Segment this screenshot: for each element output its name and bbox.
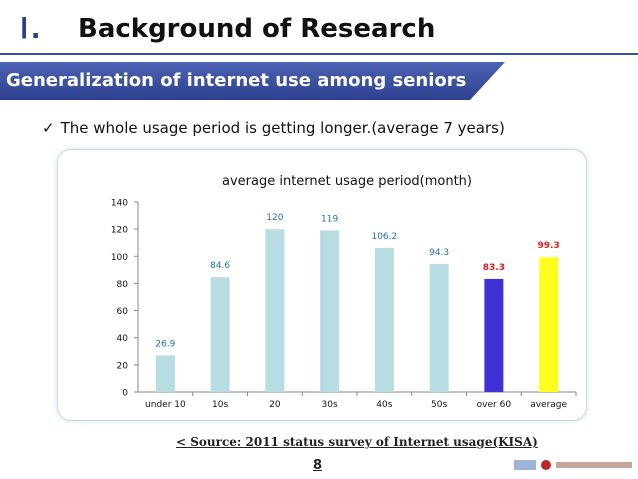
source-citation: < Source: 2011 status survey of Internet… bbox=[176, 435, 538, 449]
bar bbox=[429, 264, 449, 392]
x-tick-label: over 60 bbox=[477, 400, 512, 410]
title-row: Ⅰ. Background of Research bbox=[0, 10, 638, 50]
bar bbox=[265, 229, 285, 392]
chart-title: average internet usage period(month) bbox=[222, 174, 472, 189]
x-tick-label: 40s bbox=[376, 400, 392, 410]
y-tick-label: 0 bbox=[122, 389, 128, 399]
data-label: 119 bbox=[321, 215, 338, 225]
y-tick-label: 120 bbox=[111, 226, 128, 236]
bar bbox=[320, 230, 340, 392]
bar-chart: average internet usage period(month) 0 20 4… bbox=[111, 174, 577, 410]
section-banner-text: Generalization of internet use among sen… bbox=[6, 70, 467, 91]
chart-container: average internet usage period(month) 0 20 4… bbox=[57, 149, 587, 421]
bar bbox=[539, 257, 559, 392]
bar bbox=[155, 355, 175, 392]
title-divider bbox=[0, 53, 638, 55]
bar bbox=[210, 277, 230, 392]
x-tick-label: 30s bbox=[322, 400, 338, 410]
bullet-item: ✓ The whole usage period is getting longe… bbox=[42, 119, 505, 137]
y-tick-label: 20 bbox=[117, 361, 129, 371]
data-label: 120 bbox=[266, 213, 283, 223]
x-tick-label: average bbox=[530, 400, 567, 410]
section-banner bbox=[0, 62, 505, 100]
y-tick-label: 140 bbox=[111, 199, 128, 209]
page-number: 8 bbox=[313, 458, 323, 473]
bullet-text: The whole usage period is getting longer… bbox=[60, 119, 505, 137]
organization-logo bbox=[514, 460, 632, 470]
x-tick-label: 50s bbox=[431, 400, 447, 410]
bar bbox=[484, 278, 504, 392]
y-tick-label: 100 bbox=[111, 253, 128, 263]
data-label: 106.2 bbox=[371, 232, 397, 242]
x-tick-label: under 10 bbox=[145, 400, 186, 410]
data-label: 83.3 bbox=[483, 263, 505, 273]
data-label: 84.6 bbox=[210, 261, 230, 271]
y-tick-label: 60 bbox=[117, 307, 129, 317]
roman-numeral: Ⅰ. bbox=[20, 12, 44, 45]
data-label: 26.9 bbox=[155, 339, 175, 349]
data-label: 99.3 bbox=[538, 241, 560, 251]
data-label: 94.3 bbox=[429, 248, 449, 258]
x-tick-label: 10s bbox=[212, 400, 228, 410]
checkmark-icon: ✓ bbox=[42, 119, 55, 137]
y-tick-label: 40 bbox=[117, 334, 129, 344]
page-title: Background of Research bbox=[78, 14, 436, 44]
x-tick-label: 20 bbox=[269, 400, 281, 410]
bar bbox=[374, 247, 394, 392]
y-tick-label: 80 bbox=[117, 280, 129, 290]
